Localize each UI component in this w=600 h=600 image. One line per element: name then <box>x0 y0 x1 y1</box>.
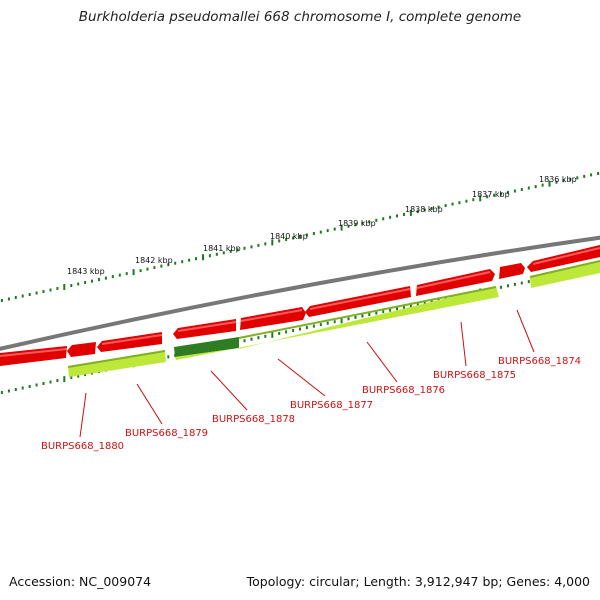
gene-arrow-reverse[interactable] <box>530 260 600 288</box>
kbp-label: 1838 kbp <box>405 205 443 214</box>
kbp-label: 1840 kbp <box>270 232 308 241</box>
gene-label[interactable]: BURPS668_1878 <box>212 414 295 425</box>
kbp-label: 1842 kbp <box>135 256 173 265</box>
gene-labels: BURPS668_1880 BURPS668_1879 BURPS668_187… <box>41 356 581 452</box>
gene-label[interactable]: BURPS668_1875 <box>433 370 516 381</box>
kbp-label: 1841 kbp <box>203 244 241 253</box>
gene-arrow-reverse-dark[interactable] <box>174 337 239 357</box>
outer-tick-track <box>0 172 600 302</box>
kbp-label: 1837 kbp <box>472 190 510 199</box>
kbp-label: 1843 kbp <box>67 267 105 276</box>
gene-label-leaders <box>79 309 535 438</box>
forward-strand-genes <box>0 245 600 366</box>
accession-text: Accession: NC_009074 <box>9 574 152 589</box>
gene-arrow-forward[interactable] <box>173 319 236 339</box>
genome-summary-text: Topology: circular; Length: 3,912,947 bp… <box>246 574 590 589</box>
gene-arrow-forward[interactable] <box>67 342 96 357</box>
map-title: Burkholderia pseudomallei 668 chromosome… <box>78 9 522 25</box>
gene-label[interactable]: BURPS668_1877 <box>290 400 373 411</box>
gene-label[interactable]: BURPS668_1879 <box>125 428 208 439</box>
gene-label[interactable]: BURPS668_1874 <box>498 356 581 367</box>
kbp-labels: 1843 kbp 1842 kbp 1841 kbp 1840 kbp 1839… <box>67 175 577 276</box>
kbp-label: 1836 kbp <box>539 175 577 184</box>
backbone-line <box>0 235 600 351</box>
gene-arrow-forward[interactable] <box>97 332 162 352</box>
gene-arrow-reverse[interactable] <box>68 350 166 377</box>
reverse-strand-genes <box>67 260 600 377</box>
gene-label[interactable]: BURPS668_1880 <box>41 441 124 452</box>
gene-label[interactable]: BURPS668_1876 <box>362 385 445 396</box>
gene-shadow <box>67 260 600 368</box>
gene-highlight <box>0 247 600 357</box>
gene-arrow-forward[interactable] <box>499 263 525 279</box>
gene-arrow-forward[interactable] <box>0 346 67 366</box>
kbp-label: 1839 kbp <box>338 219 376 228</box>
